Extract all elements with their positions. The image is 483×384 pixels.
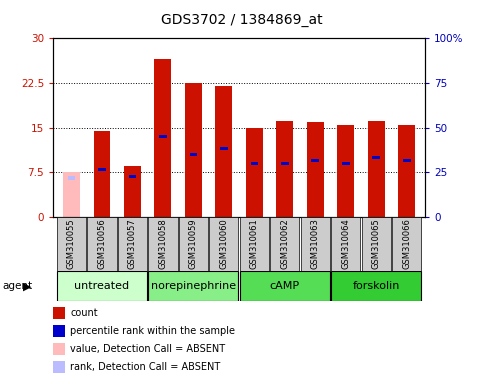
FancyBboxPatch shape [240,217,269,271]
Bar [185,83,202,217]
Bar [68,177,75,180]
Text: GSM310063: GSM310063 [311,218,320,270]
Bar [215,86,232,217]
FancyBboxPatch shape [270,217,299,271]
FancyBboxPatch shape [362,217,391,271]
Text: GSM310058: GSM310058 [158,218,168,269]
Text: GSM310064: GSM310064 [341,218,350,269]
Text: forskolin: forskolin [353,281,400,291]
Text: GSM310066: GSM310066 [402,218,411,270]
Bar [63,172,80,217]
FancyBboxPatch shape [57,217,86,271]
Bar [128,175,136,178]
Text: norepinephrine: norepinephrine [151,281,236,291]
FancyBboxPatch shape [331,217,360,271]
Bar [98,167,106,171]
Text: GSM310065: GSM310065 [372,218,381,269]
Bar [246,127,263,217]
FancyBboxPatch shape [300,217,330,271]
Bar [312,159,319,162]
Text: ▶: ▶ [23,282,32,292]
Bar [251,162,258,165]
FancyBboxPatch shape [118,217,147,271]
Text: GDS3702 / 1384869_at: GDS3702 / 1384869_at [161,13,322,27]
FancyBboxPatch shape [57,271,147,301]
FancyBboxPatch shape [148,271,239,301]
Bar [155,59,171,217]
Bar [124,166,141,217]
FancyBboxPatch shape [179,217,208,271]
Text: GSM310056: GSM310056 [98,218,106,269]
Text: GSM310060: GSM310060 [219,218,228,269]
Bar [372,156,380,159]
Bar [159,135,167,138]
Text: rank, Detection Call = ABSENT: rank, Detection Call = ABSENT [70,362,220,372]
Bar [342,162,350,165]
Text: GSM310062: GSM310062 [280,218,289,269]
Bar [368,121,384,217]
FancyBboxPatch shape [240,271,330,301]
Text: GSM310057: GSM310057 [128,218,137,269]
Text: GSM310061: GSM310061 [250,218,259,269]
Text: GSM310055: GSM310055 [67,218,76,269]
Text: untreated: untreated [74,281,129,291]
FancyBboxPatch shape [209,217,239,271]
Bar [276,121,293,217]
Bar [403,159,411,162]
FancyBboxPatch shape [87,217,116,271]
Bar [94,131,110,217]
Text: percentile rank within the sample: percentile rank within the sample [70,326,235,336]
Text: cAMP: cAMP [270,281,300,291]
Bar [307,122,324,217]
Bar [281,162,289,165]
Bar [189,153,197,156]
Text: agent: agent [2,281,32,291]
Bar [220,147,227,150]
Bar [338,125,354,217]
Text: count: count [70,308,98,318]
FancyBboxPatch shape [331,271,421,301]
FancyBboxPatch shape [392,217,421,271]
Text: GSM310059: GSM310059 [189,218,198,269]
Bar [398,125,415,217]
FancyBboxPatch shape [148,217,178,271]
Text: value, Detection Call = ABSENT: value, Detection Call = ABSENT [70,344,225,354]
